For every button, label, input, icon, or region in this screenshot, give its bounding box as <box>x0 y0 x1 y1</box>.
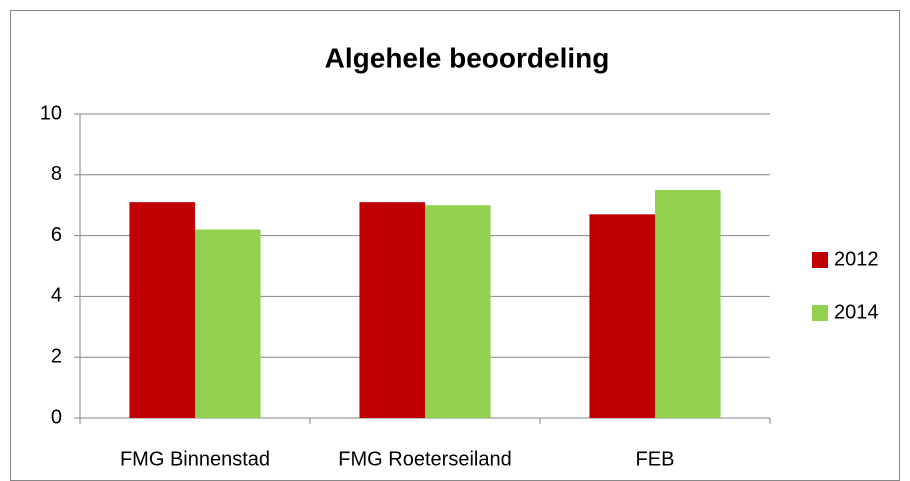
y-tick-label: 10 <box>40 102 62 124</box>
y-tick-label: 4 <box>51 285 62 307</box>
x-tick-label: FMG Roeterseiland <box>338 448 511 470</box>
bar <box>359 202 425 418</box>
legend-swatch <box>812 252 828 268</box>
y-tick-label: 0 <box>51 406 62 428</box>
bar <box>195 229 261 418</box>
legend-swatch <box>812 305 828 321</box>
legend-label: 2012 <box>834 248 879 270</box>
y-tick-label: 6 <box>51 224 62 246</box>
chart-title: Algehele beoordeling <box>325 42 610 73</box>
y-tick-label: 8 <box>51 163 62 185</box>
bar <box>425 205 491 418</box>
x-tick-label: FEB <box>636 448 675 470</box>
x-tick-label: FMG Binnenstad <box>120 448 270 470</box>
bar <box>589 214 655 418</box>
legend-label: 2014 <box>834 301 879 323</box>
y-tick-label: 2 <box>51 345 62 367</box>
bar <box>129 202 195 418</box>
bar <box>655 190 721 418</box>
